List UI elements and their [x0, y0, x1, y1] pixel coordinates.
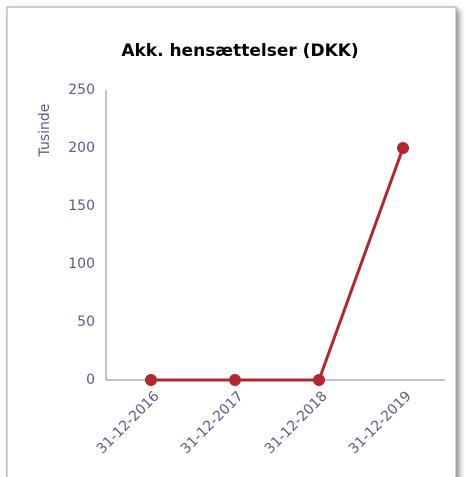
- y-tick-label: 150: [68, 198, 95, 214]
- point: [229, 374, 241, 386]
- y-tick-label: 200: [68, 140, 95, 156]
- point: [397, 142, 409, 154]
- y-tick-label: 100: [68, 256, 95, 272]
- y-tick-label: 250: [68, 82, 95, 98]
- y-axis-label: Tusinde: [37, 104, 53, 158]
- point: [145, 374, 157, 386]
- y-tick-label: 0: [86, 372, 95, 388]
- y-tick-label: 50: [77, 314, 95, 330]
- point: [313, 374, 325, 386]
- chart-frame: [6, 6, 457, 477]
- line: [151, 147, 405, 382]
- chart-title: Akk. hensættelser (DKK): [121, 41, 358, 61]
